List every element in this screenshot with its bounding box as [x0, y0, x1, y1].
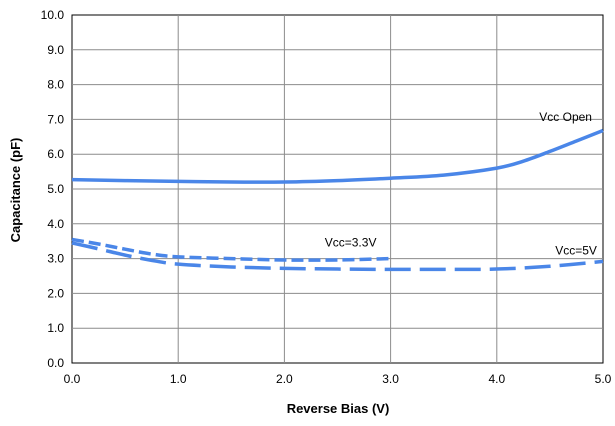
x-tick-label: 0.0 — [64, 372, 81, 386]
y-tick-label: 5.0 — [47, 182, 64, 196]
series-line-vcc-5v — [71, 241, 604, 272]
y-axis-title: Capacitance (pF) — [8, 138, 23, 243]
x-tick-label: 1.0 — [170, 372, 187, 386]
x-tick-label: 5.0 — [595, 372, 612, 386]
x-tick-label: 3.0 — [382, 372, 399, 386]
series-line-vcc-open — [71, 128, 604, 184]
y-tick-label: 6.0 — [47, 147, 64, 161]
x-tick-label: 2.0 — [276, 372, 293, 386]
y-tick-label: 7.0 — [47, 112, 64, 126]
y-tick-label: 3.0 — [47, 252, 64, 266]
y-tick-label: 8.0 — [47, 78, 64, 92]
x-tick-label: 4.0 — [488, 372, 505, 386]
series-label: Vcc=5V — [555, 243, 597, 257]
y-tick-label: 4.0 — [47, 217, 64, 231]
y-tick-label: 1.0 — [47, 321, 64, 335]
series-line-vcc-3-3v — [71, 237, 391, 262]
y-tick-label: 0.0 — [47, 356, 64, 370]
y-tick-label: 9.0 — [47, 43, 64, 57]
tick-layer: 0.0 1.0 2.0 3.0 4.0 5.0 0.0 1.0 2.0 3.0 4.0 5.0 6.0 7… — [41, 8, 612, 386]
grid-layer — [71, 14, 604, 364]
series-label-layer: Vcc Open Vcc=3.3V Vcc=5V — [325, 110, 597, 257]
series-layer — [71, 128, 604, 272]
x-axis-title: Reverse Bias (V) — [287, 401, 390, 416]
series-label: Vcc=3.3V — [325, 235, 377, 249]
y-tick-label: 10.0 — [41, 8, 65, 22]
y-tick-label: 2.0 — [47, 286, 64, 300]
series-label: Vcc Open — [539, 110, 592, 124]
